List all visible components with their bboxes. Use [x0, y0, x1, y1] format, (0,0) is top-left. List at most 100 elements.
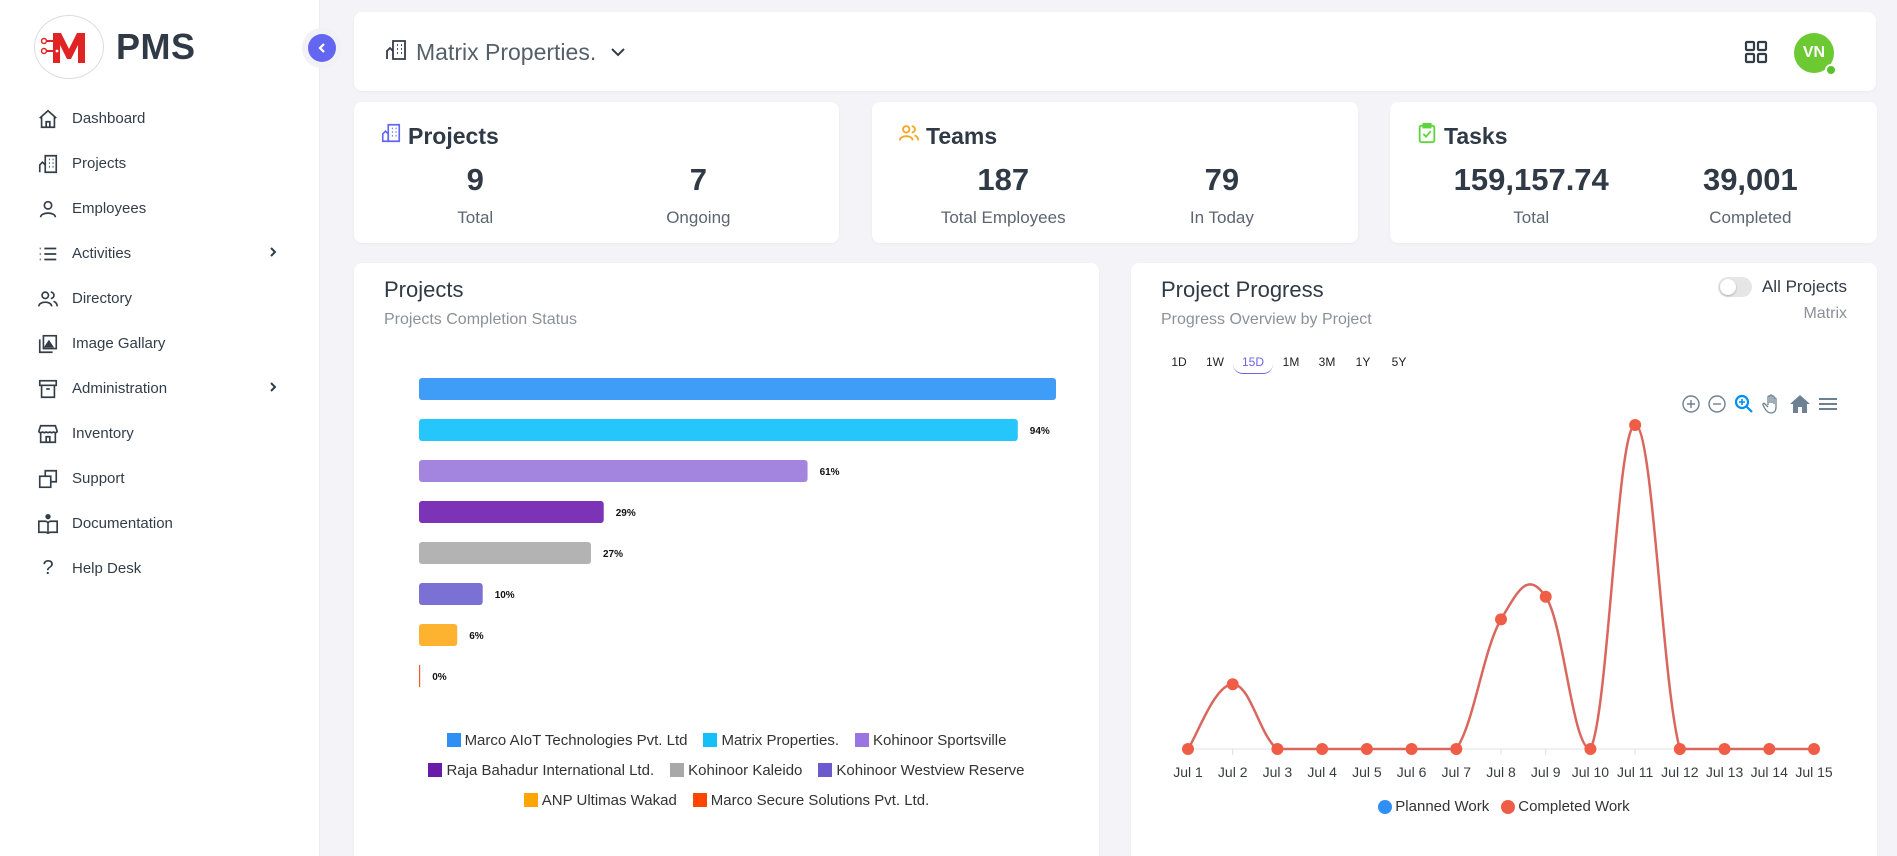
range-tab-15d[interactable]: 15D: [1233, 351, 1273, 374]
bar-4[interactable]: [419, 542, 591, 564]
bar-1[interactable]: [419, 419, 1018, 441]
completed-work-point[interactable]: [1182, 743, 1194, 755]
range-tab-1w[interactable]: 1W: [1206, 355, 1224, 369]
menu-icon[interactable]: [1817, 393, 1839, 415]
completed-work-point[interactable]: [1495, 613, 1507, 626]
sidebar-item-dashboard[interactable]: Dashboard: [36, 96, 286, 141]
avatar-initials: VN: [1802, 44, 1826, 61]
x-tick-label: Jul 1: [1173, 764, 1203, 780]
legend-row: ANP Ultimas Wakad Marco Secure Solutions …: [354, 785, 1099, 815]
bar-3[interactable]: [419, 501, 604, 523]
all-projects-toggle[interactable]: [1717, 277, 1752, 297]
completed-work-point[interactable]: [1539, 590, 1552, 603]
legend-item[interactable]: Kohinoor Kaleido: [670, 762, 802, 779]
reset-home-icon[interactable]: [1789, 393, 1811, 415]
legend-item[interactable]: Kohinoor Westview Reserve: [818, 762, 1025, 779]
legend-swatch: [692, 793, 707, 807]
panel-title: Projects: [384, 277, 464, 302]
user-icon: [36, 197, 60, 221]
bar-6[interactable]: [419, 624, 458, 646]
panel-subtitle: Projects Completion Status: [384, 311, 577, 328]
legend-swatch: [428, 763, 443, 777]
legend-completed-work[interactable]: Completed Work: [1501, 798, 1630, 815]
apps-grid-button[interactable]: [1744, 40, 1768, 69]
range-tab-1m[interactable]: 1M: [1282, 355, 1300, 369]
projects-total-label: Total: [457, 208, 494, 227]
total-employees-value: 187: [977, 162, 1030, 197]
bar-2[interactable]: [419, 460, 808, 482]
sidebar-item-label: Activities: [72, 245, 132, 262]
x-tick-label: Jul 2: [1218, 764, 1248, 780]
completed-work-point[interactable]: [1673, 743, 1686, 755]
completed-work-point[interactable]: [1450, 743, 1463, 755]
sidebar-item-projects[interactable]: Projects: [36, 141, 286, 186]
sidebar-item-label: Employees: [72, 200, 147, 217]
completed-work-point[interactable]: [1360, 743, 1373, 755]
x-tick-label: Jul 6: [1397, 764, 1427, 780]
sidebar-item-help-desk[interactable]: ? Help Desk: [36, 546, 286, 591]
zoom-out-icon[interactable]: [1707, 394, 1727, 414]
completed-work-point[interactable]: [1405, 743, 1418, 755]
projects-stat-card: Projects 9 Total 7 Ongoing: [354, 102, 839, 243]
range-tab-5y[interactable]: 5Y: [1391, 355, 1407, 369]
x-tick-label: Jul 4: [1307, 764, 1337, 780]
toggle-label: All Projects: [1761, 277, 1847, 296]
selection-zoom-icon[interactable]: [1733, 393, 1755, 415]
legend-item[interactable]: Marco Secure Solutions Pvt. Ltd.: [692, 792, 929, 809]
legend-item[interactable]: Matrix Properties.: [703, 732, 839, 749]
completed-work-point[interactable]: [1808, 743, 1820, 755]
sidebar-item-label: Support: [72, 470, 125, 487]
completed-work-point[interactable]: [1718, 743, 1731, 755]
user-avatar[interactable]: VN: [1794, 33, 1837, 76]
app-logo[interactable]: PMS: [34, 15, 196, 79]
range-tab-1y[interactable]: 1Y: [1355, 355, 1371, 369]
legend-swatch: [670, 763, 685, 777]
collapse-sidebar-button[interactable]: [302, 28, 342, 68]
sidebar-item-directory[interactable]: Directory: [36, 276, 286, 321]
bar-data-label: 6%: [469, 631, 484, 642]
legend-marker: [1501, 799, 1516, 814]
legend-item[interactable]: ANP Ultimas Wakad: [523, 792, 677, 809]
legend-planned-work[interactable]: Planned Work: [1378, 798, 1489, 815]
sidebar-item-activities[interactable]: Activities: [36, 231, 286, 276]
chevron-left-icon: [308, 34, 336, 62]
sidebar-item-label: Directory: [72, 290, 133, 307]
sidebar-item-support[interactable]: Support: [36, 456, 286, 501]
legend-item[interactable]: Raja Bahadur International Ltd.: [428, 762, 654, 779]
card-title: Teams: [926, 122, 998, 149]
legend-label: Marco AIoT Technologies Pvt. Ltd: [464, 731, 688, 749]
legend-item[interactable]: Marco AIoT Technologies Pvt. Ltd: [446, 731, 688, 749]
sidebar-item-employees[interactable]: Employees: [36, 186, 286, 231]
chart-toolbar: [1681, 393, 1839, 415]
book-icon: [36, 512, 60, 536]
sidebar-item-image-gallary[interactable]: Image Gallary: [36, 321, 286, 366]
sidebar-item-label: Image Gallary: [72, 335, 166, 352]
bar-0[interactable]: [419, 378, 1056, 400]
legend-label: Raja Bahadur International Ltd.: [446, 761, 655, 779]
zoom-in-icon[interactable]: [1681, 394, 1701, 414]
legend-swatch: [446, 733, 461, 747]
sidebar-item-administration[interactable]: Administration: [36, 366, 286, 411]
projects-ongoing-value: 7: [689, 162, 707, 197]
completed-work-point[interactable]: [1629, 419, 1642, 431]
sidebar-item-documentation[interactable]: Documentation: [36, 501, 286, 546]
list-icon: [36, 242, 60, 266]
completed-work-point[interactable]: [1316, 743, 1329, 755]
sidebar-nav: Dashboard Projects Employees Activities: [36, 96, 286, 591]
bar-5[interactable]: [419, 583, 483, 605]
sidebar-item-inventory[interactable]: Inventory: [36, 411, 286, 456]
line-chart-legend: Planned Work Completed Work: [1131, 798, 1877, 815]
organization-select[interactable]: Matrix Properties.: [384, 38, 626, 67]
sidebar-item-label: Documentation: [72, 515, 173, 532]
completed-work-point[interactable]: [1271, 743, 1284, 755]
range-tab-1d[interactable]: 1D: [1171, 355, 1187, 369]
tasks-total-value: 159,157.74: [1453, 162, 1609, 197]
range-tab-3m[interactable]: 3M: [1318, 355, 1336, 369]
completed-work-point[interactable]: [1226, 678, 1239, 691]
legend-item[interactable]: Kohinoor Sportsville: [855, 732, 1006, 749]
completed-work-point[interactable]: [1584, 743, 1597, 755]
bar-7[interactable]: [419, 665, 421, 687]
pan-hand-icon[interactable]: [1761, 393, 1783, 415]
sidebar-item-label: Projects: [72, 155, 127, 172]
completed-work-point[interactable]: [1763, 743, 1776, 755]
